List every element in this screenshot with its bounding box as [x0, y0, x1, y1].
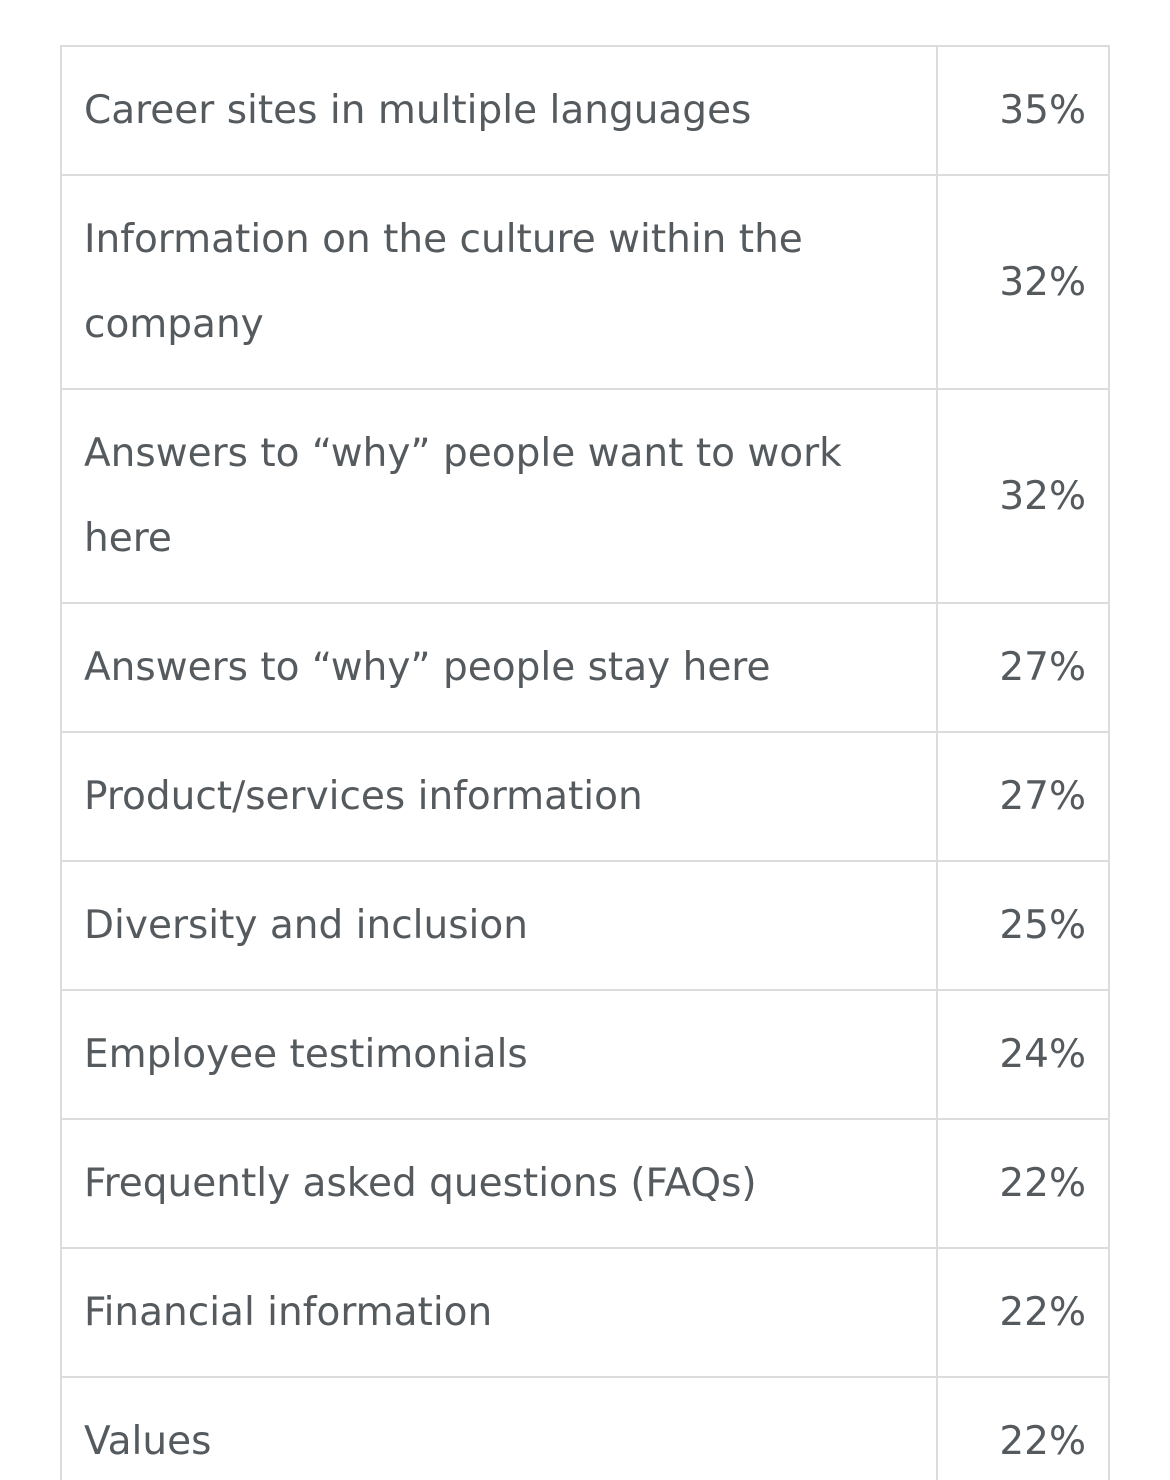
row-value: 32% [936, 174, 1110, 390]
row-value: 25% [936, 860, 1110, 991]
row-value: 24% [936, 989, 1110, 1120]
table-row: Product/services information 27% [60, 731, 1110, 862]
row-label: Values [60, 1376, 938, 1480]
row-label: Product/services information [60, 731, 938, 862]
row-value: 27% [936, 602, 1110, 733]
row-label: Diversity and inclusion [60, 860, 938, 991]
row-label: Answers to “why” people stay here [60, 602, 938, 733]
row-label: Employee testimonials [60, 989, 938, 1120]
row-label: Information on the culture within the co… [60, 174, 938, 390]
table-row: Employee testimonials 24% [60, 989, 1110, 1120]
table-row: Career sites in multiple languages 35% [60, 45, 1110, 176]
table-row: Answers to “why” people stay here 27% [60, 602, 1110, 733]
table-row: Financial information 22% [60, 1247, 1110, 1378]
table-body: Career sites in multiple languages 35% I… [60, 45, 1110, 1480]
row-label: Financial information [60, 1247, 938, 1378]
table-row: Frequently asked questions (FAQs) 22% [60, 1118, 1110, 1249]
data-table: Career sites in multiple languages 35% I… [60, 45, 1110, 1480]
row-value: 22% [936, 1247, 1110, 1378]
row-value: 22% [936, 1376, 1110, 1480]
table-row: Information on the culture within the co… [60, 174, 1110, 390]
row-label: Answers to “why” people want to work her… [60, 388, 938, 604]
row-label: Frequently asked questions (FAQs) [60, 1118, 938, 1249]
row-value: 27% [936, 731, 1110, 862]
row-value: 35% [936, 45, 1110, 176]
row-label: Career sites in multiple languages [60, 45, 938, 176]
table-row: Diversity and inclusion 25% [60, 860, 1110, 991]
table-row: Answers to “why” people want to work her… [60, 388, 1110, 604]
row-value: 22% [936, 1118, 1110, 1249]
table-row: Values 22% [60, 1376, 1110, 1480]
row-value: 32% [936, 388, 1110, 604]
